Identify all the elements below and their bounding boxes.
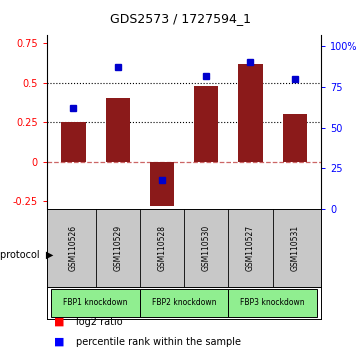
Text: FBP2 knockdown: FBP2 knockdown <box>152 297 216 307</box>
Text: GSM110530: GSM110530 <box>202 225 211 271</box>
Text: ■: ■ <box>54 317 65 327</box>
Bar <box>150 161 174 206</box>
Text: percentile rank within the sample: percentile rank within the sample <box>76 337 241 347</box>
Bar <box>51 289 140 317</box>
Text: GSM110526: GSM110526 <box>69 225 78 271</box>
Bar <box>105 98 130 161</box>
Bar <box>283 114 307 161</box>
Text: GSM110531: GSM110531 <box>290 225 299 271</box>
Bar <box>140 289 229 317</box>
Text: FBP1 knockdown: FBP1 knockdown <box>64 297 128 307</box>
Bar <box>61 122 86 161</box>
Text: protocol  ▶: protocol ▶ <box>0 250 53 260</box>
Text: FBP3 knockdown: FBP3 knockdown <box>240 297 305 307</box>
Text: log2 ratio: log2 ratio <box>76 317 122 327</box>
Bar <box>194 86 218 161</box>
Text: GSM110529: GSM110529 <box>113 225 122 271</box>
Bar <box>238 64 263 161</box>
Text: GSM110528: GSM110528 <box>157 225 166 271</box>
Bar <box>229 289 317 317</box>
Text: GDS2573 / 1727594_1: GDS2573 / 1727594_1 <box>110 12 251 25</box>
Text: GSM110527: GSM110527 <box>246 225 255 271</box>
Text: ■: ■ <box>54 337 65 347</box>
